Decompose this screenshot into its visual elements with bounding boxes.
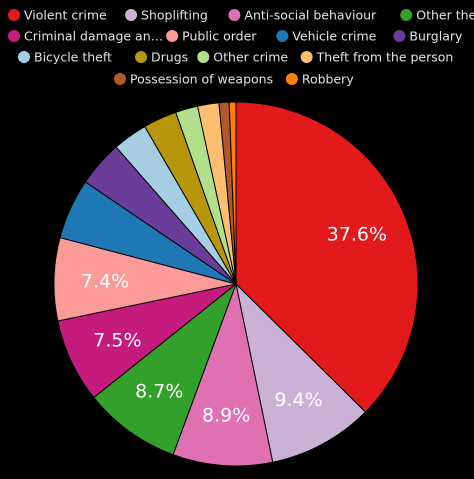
legend-marker — [166, 30, 179, 42]
legend: Violent crime Shoplifting Anti-social beha… — [8, 8, 474, 87]
pie-slice — [235, 101, 419, 413]
legend-marker — [276, 30, 289, 42]
legend-marker — [135, 51, 148, 63]
legend-marker — [114, 73, 126, 85]
legend-label: Robbery — [302, 72, 354, 87]
legend-label: Possession of weapons — [130, 72, 273, 87]
pie-slice — [93, 282, 238, 456]
legend-marker — [300, 51, 313, 63]
legend-label: Public order — [182, 29, 257, 44]
legend-marker — [228, 9, 241, 21]
legend-marker — [18, 51, 30, 63]
slice-value-label: 7.5% — [93, 330, 141, 352]
legend-label: Violent crime — [24, 8, 107, 23]
slice-value-label: 37.6% — [327, 224, 387, 246]
legend-marker — [8, 9, 20, 21]
legend-marker — [393, 30, 406, 42]
legend-marker — [197, 51, 210, 63]
pie-slices — [53, 101, 419, 467]
slice-value-label: 7.4% — [81, 271, 129, 293]
pie-value-labels: 37.6% 9.4% 8.9% 8.7% 7.5% 7.4% — [81, 224, 387, 427]
legend-label: Criminal damage an… — [24, 29, 163, 44]
legend-label: Bicycle theft — [34, 50, 112, 65]
pie-slice — [228, 101, 237, 285]
legend-label: Other theft — [416, 8, 474, 23]
pie-slice — [235, 282, 367, 463]
legend-label: Vehicle crime — [292, 29, 376, 44]
legend-label: Drugs — [151, 50, 188, 65]
legend-marker — [125, 9, 138, 21]
slice-value-label: 8.7% — [135, 380, 183, 402]
slice-value-label: 9.4% — [274, 389, 322, 411]
legend-marker — [400, 9, 413, 21]
legend-label: Burglary — [409, 29, 463, 44]
legend-label: Theft from the person — [316, 50, 454, 65]
legend-label: Other crime — [213, 50, 288, 65]
legend-marker — [8, 30, 20, 42]
legend-label: Shoplifting — [141, 8, 208, 23]
legend-marker — [285, 73, 298, 85]
legend-label: Anti-social behaviour — [244, 8, 377, 23]
slice-value-label: 8.9% — [202, 405, 250, 427]
pie-slice — [172, 282, 274, 467]
